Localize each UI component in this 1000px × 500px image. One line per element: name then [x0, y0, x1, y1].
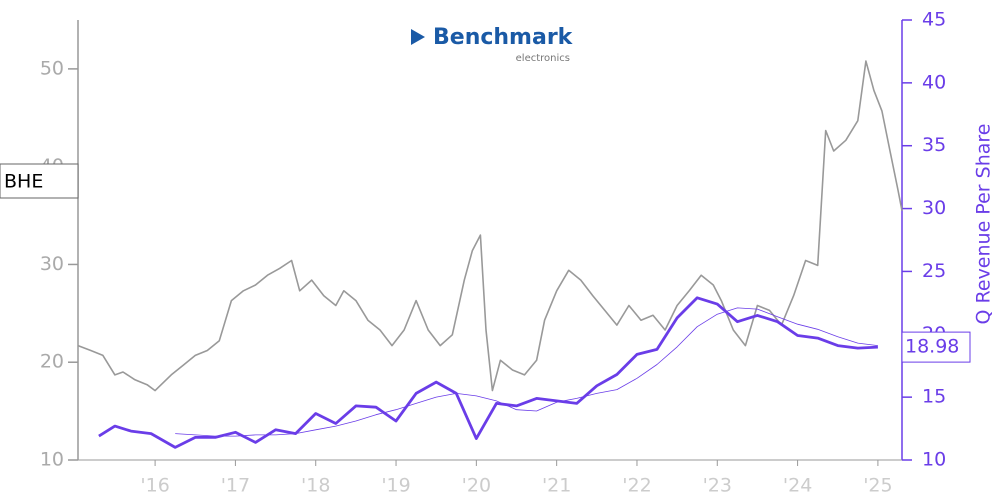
y-tick-label: 20 [40, 351, 64, 373]
logo-tagline: electronics [516, 53, 570, 64]
revenue-line [98, 296, 878, 449]
y-tick-label: 30 [40, 253, 64, 275]
x-tick-label: '17 [221, 475, 250, 497]
logo-name: Benchmark [433, 25, 574, 50]
x-tick-label: '23 [703, 475, 732, 497]
x-tick-label: '22 [622, 475, 651, 497]
last-value-label: 18.98 [905, 336, 959, 358]
y2-tick-label: 35 [922, 134, 946, 156]
y2-axis-label: Q Revenue Per Share [973, 124, 995, 325]
y-tick-label: 10 [40, 449, 64, 471]
ticker-box [0, 163, 79, 199]
x-tick-label: '16 [140, 475, 169, 497]
y-tick-label: 50 [40, 57, 64, 79]
y2-tick-label: 25 [922, 260, 946, 282]
x-tick-label: '25 [863, 475, 892, 497]
x-tick-label: '19 [381, 475, 410, 497]
revenue-line [175, 307, 878, 437]
x-tick-label: '20 [462, 475, 491, 497]
y2-tick-label: 45 [922, 9, 946, 31]
y2-tick-label: 30 [922, 197, 946, 219]
ticker-label: BHE [4, 171, 43, 193]
last-value-box [901, 331, 971, 363]
x-tick-label: '24 [783, 475, 812, 497]
price-line [77, 60, 903, 392]
y2-tick-label: 40 [922, 71, 946, 93]
y2-tick-label: 10 [922, 449, 946, 471]
x-tick-label: '18 [301, 475, 330, 497]
logo-icon [411, 29, 425, 45]
y2-tick-label: 15 [922, 386, 946, 408]
x-tick-label: '21 [542, 475, 571, 497]
